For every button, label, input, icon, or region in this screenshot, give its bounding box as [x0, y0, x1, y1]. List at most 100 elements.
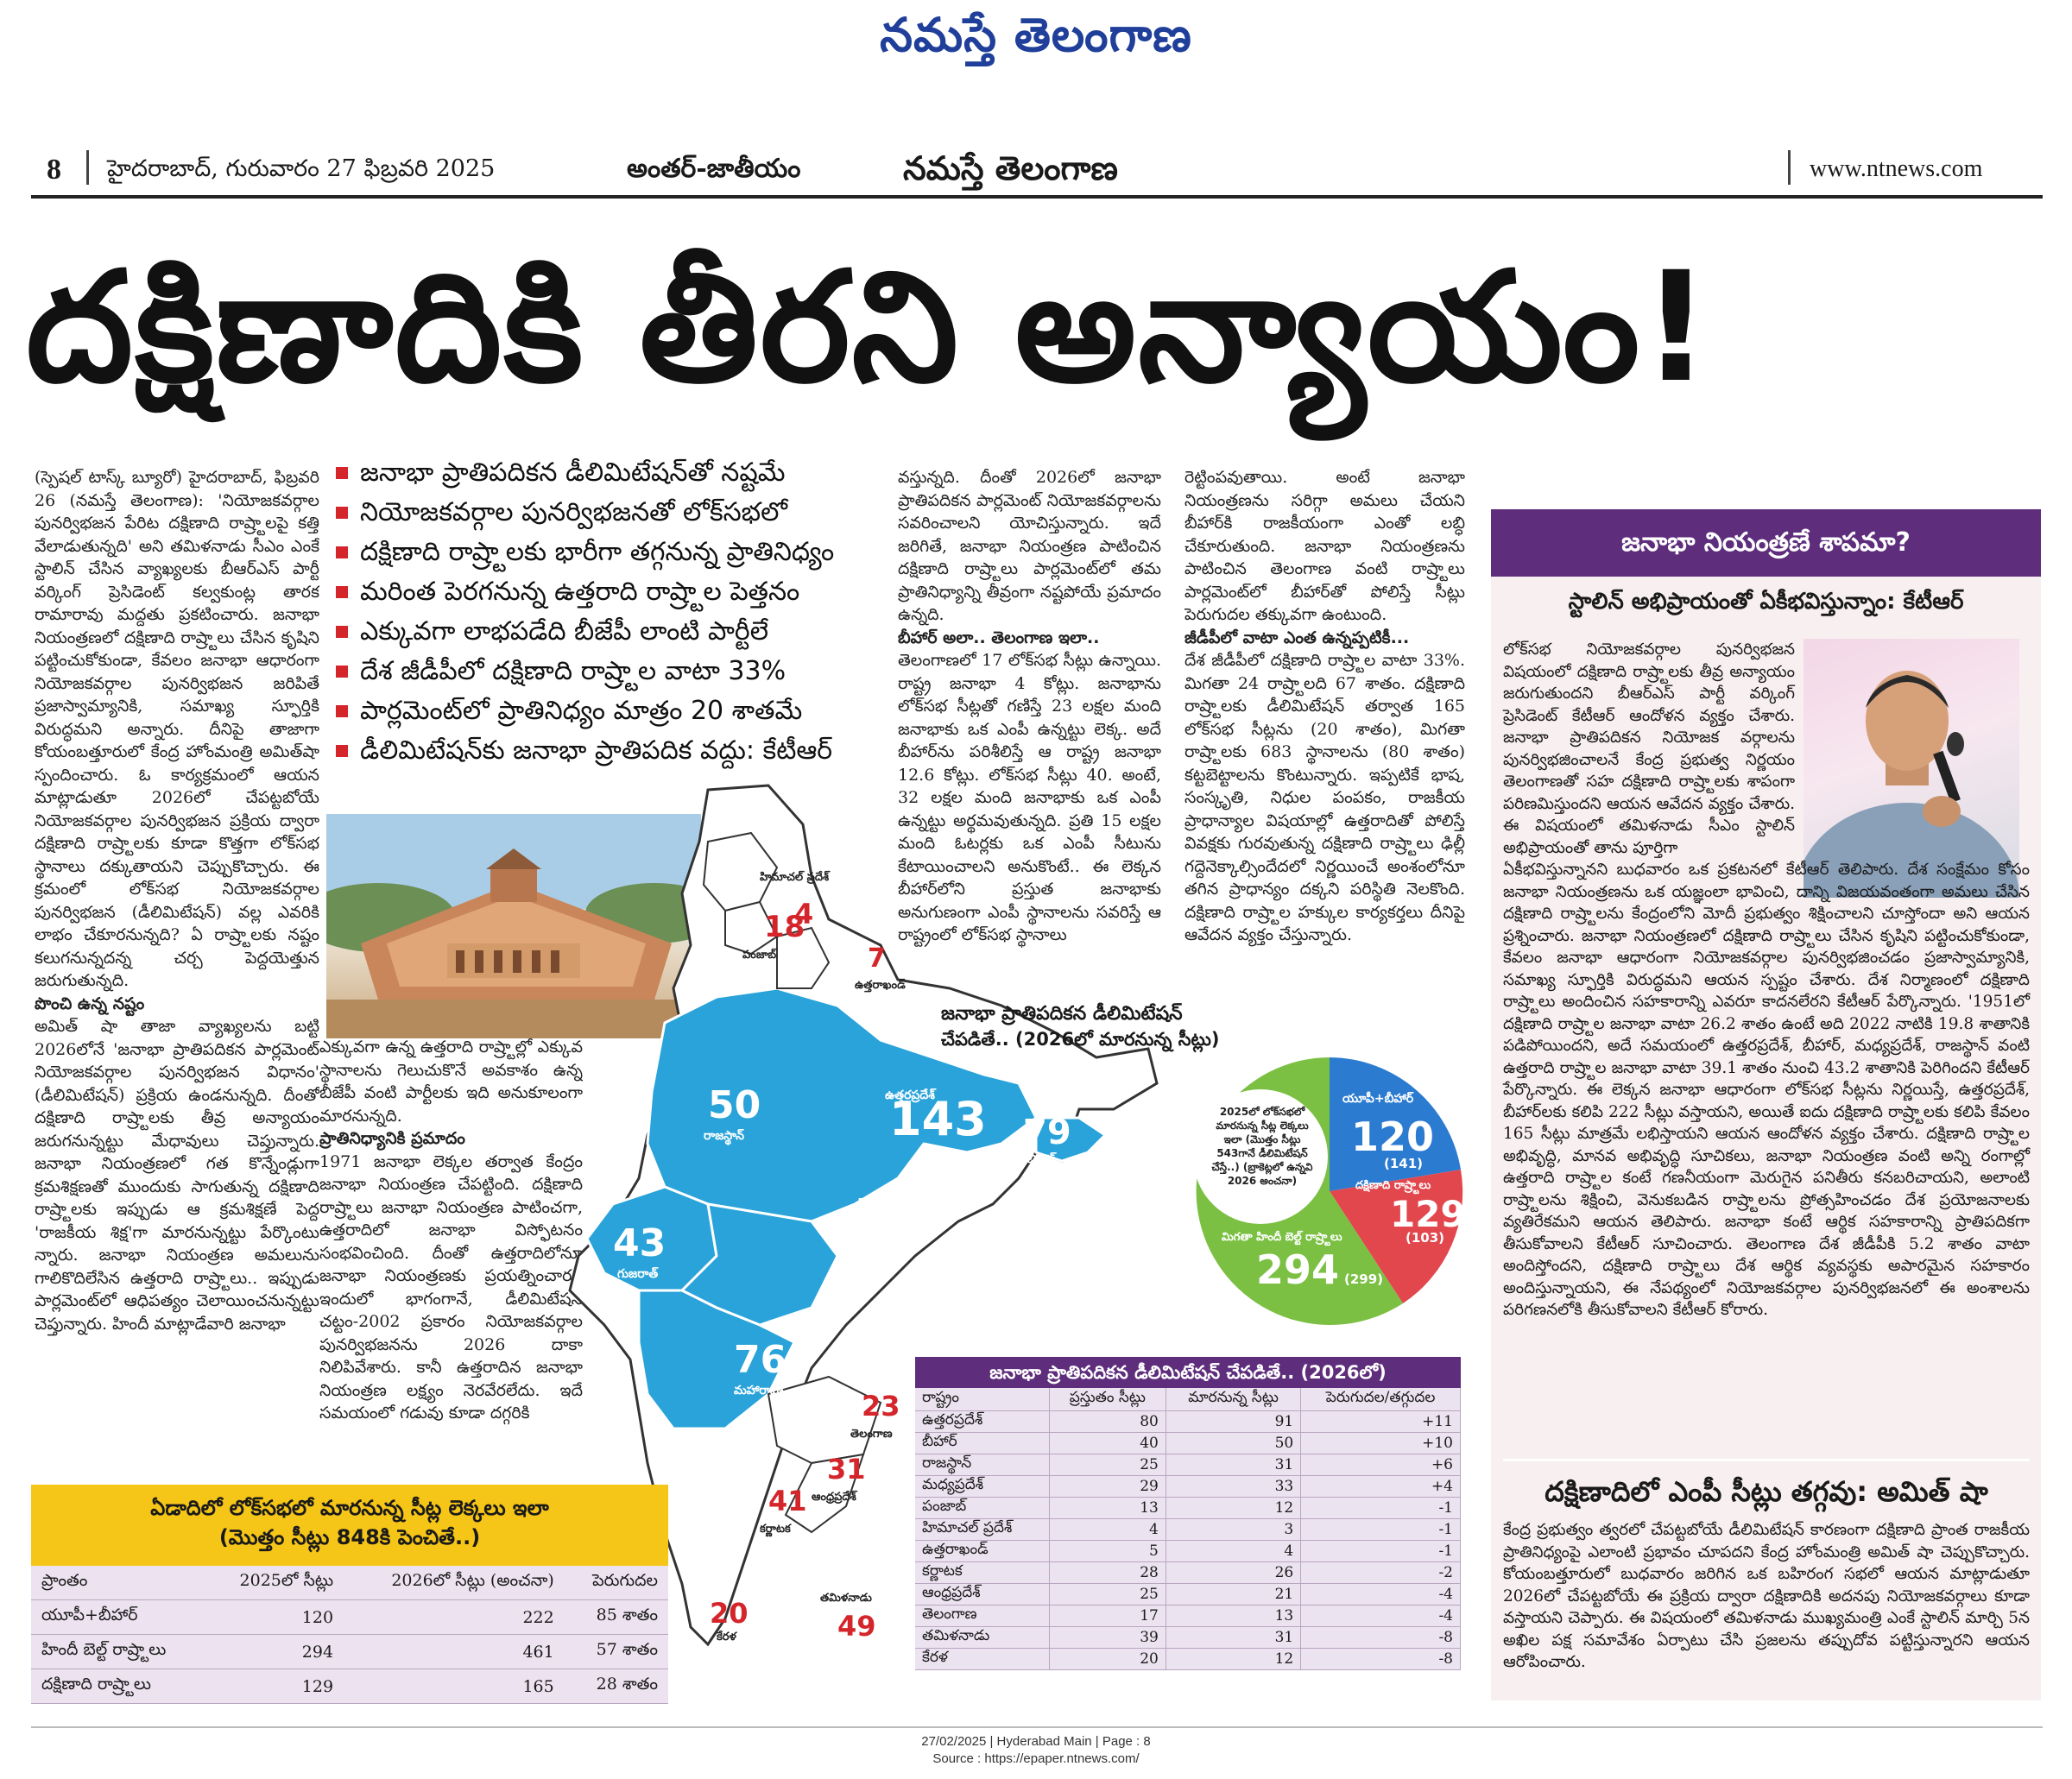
sidebar-band-title: జనాభా నియంత్రణే శాపమా? [1491, 509, 2041, 577]
table-cell: -1 [1300, 1497, 1461, 1519]
table-header-row: రాష్ట్రం ప్రస్తుతం సీట్లు మారనున్న సీట్ల… [915, 1388, 1461, 1411]
table-cell: 31 [1166, 1626, 1302, 1649]
highlight-item: దక్షిణాది రాష్ర్టాలకు భారీగా తగ్గనున్న ప… [332, 533, 876, 572]
highlight-item: జనాభా ప్రాతిపదికన డీలిమిటేషన్‌తో నష్టమే [332, 453, 876, 493]
sidebar-paragraph: ఏకీభవిస్తున్నానని బుధవారం ఒక ప్రకటనలో కే… [1503, 861, 2030, 1319]
table-cell: -8 [1300, 1648, 1461, 1670]
map-number: 79 [1023, 1113, 1071, 1152]
map-number: 76 [734, 1338, 786, 1382]
donut-projected: (299) [1344, 1271, 1383, 1287]
donut-value: 294 [1256, 1246, 1339, 1293]
table-cell: ఆంధ్రప్రదేశ్ [915, 1583, 1050, 1606]
speaker-illustration [1804, 671, 2019, 898]
article-subhead: బీహార్ అలా.. తెలంగాణ ఇలా.. [898, 628, 1100, 647]
map-state-label: కేరళ [716, 1630, 737, 1643]
table-cell: 3 [1166, 1518, 1302, 1541]
article-text: దేశ జీడీపీలో దక్షిణాది రాష్ర్టాల వాటా 33… [1184, 651, 1465, 944]
map-number: 18 [764, 910, 805, 944]
data-table: ప్రాంతం 2025లో సీట్లు 2026లో సీట్లు (అంచ… [31, 1566, 668, 1704]
table-cell: పంజాబ్ [915, 1497, 1050, 1519]
table-cell: -4 [1300, 1583, 1461, 1606]
table-cell: 13 [1049, 1497, 1166, 1519]
table-row: కేరళ 20 12 -8 [915, 1648, 1461, 1670]
map-state-label: కర్ణాటక [759, 1523, 792, 1537]
table-cell: 4 [1049, 1518, 1166, 1541]
donut-projected: (103) [1406, 1230, 1444, 1246]
table-row: మధ్యప్రదేశ్ 29 33 +4 [915, 1475, 1461, 1498]
table-cell: 28 [1049, 1561, 1166, 1584]
map-state-label: మహారాష్ట్ర [734, 1384, 784, 1400]
article-text: అమిత్ షా తాజా వ్యాఖ్యలను బట్టి 2026లోనే … [35, 1017, 319, 1334]
donut-label: యూపీ+బీహార్ [1342, 1091, 1414, 1106]
table-cell: -1 [1300, 1540, 1461, 1562]
column-header: ప్రాంతం [31, 1566, 206, 1600]
map-state-label: గుజరాత్ [617, 1266, 659, 1281]
table-row: రాజస్థాన్ 25 31 +6 [915, 1454, 1461, 1476]
sidebar-subhead-2: దక్షిణాదిలో ఎంపీ సీట్లు తగ్గవు: అమిత్ షా [1503, 1459, 2030, 1515]
table-cell: 29 [1049, 1475, 1166, 1498]
table-row: హిందీ బెల్ట్ రాష్ర్టాలు 294 461 57 శాతం [31, 1634, 668, 1669]
table-cell: 39 [1049, 1626, 1166, 1649]
table-cell: యూపీ+బీహార్ [31, 1599, 206, 1635]
table-cell: 165 [344, 1669, 565, 1704]
article-column-4: రెట్టింపవుతాయి. అంటే జనాభా నియంత్రణను సర… [1184, 466, 1465, 993]
data-table: రాష్ట్రం ప్రస్తుతం సీట్లు మారనున్న సీట్ల… [915, 1388, 1461, 1670]
column-header: మారనున్న సీట్లు [1166, 1388, 1302, 1411]
donut-label: మిగతా హిందీ బెల్ట్ రాష్ర్టాలు [1222, 1230, 1342, 1246]
table-cell: -8 [1300, 1626, 1461, 1649]
donut-value: 120 [1351, 1113, 1434, 1160]
article-column-1: (స్పెషల్ టాస్క్ బ్యూరో) హైదరాబాద్, ఫిబ్ర… [35, 466, 319, 1398]
india-map: 18 పంజాబ్ 4 హిమాచల్ ప్రదేశ్ 7 ఉత్తరాఖండ్… [553, 773, 1174, 1722]
sidebar-subhead: స్టాలిన్ అభిప్రాయంతో ఏకీభవిస్తున్నాం: కే… [1568, 589, 1964, 615]
table-cell: మధ్యప్రదేశ్ [915, 1475, 1050, 1498]
table-cell: 28 శాతం [564, 1669, 668, 1704]
table-cell: -2 [1300, 1561, 1461, 1584]
ktr-photo [1804, 639, 2019, 898]
table-cell: +10 [1300, 1432, 1461, 1454]
table-cell: +6 [1300, 1454, 1461, 1476]
table-cell: 17 [1049, 1605, 1166, 1627]
donut-projected: (141) [1384, 1156, 1423, 1171]
column-header: పెరుగుదల [564, 1566, 668, 1600]
folio-divider [1788, 150, 1791, 185]
highlights-list: జనాభా ప్రాతిపదికన డీలిమిటేషన్‌తో నష్టమే … [332, 453, 876, 771]
table-cell: -4 [1300, 1605, 1461, 1627]
table-row: కర్ణాటక 28 26 -2 [915, 1561, 1461, 1584]
column-header: ప్రస్తుతం సీట్లు [1049, 1388, 1166, 1411]
table-cell: 12 [1166, 1497, 1302, 1519]
donut-value: 129 [1390, 1193, 1463, 1235]
table-cell: 21 [1166, 1583, 1302, 1606]
table-title: జనాభా ప్రాతిపదికన డీలిమిటేషన్ చేపడితే.. … [915, 1357, 1461, 1388]
article-subhead: పొంచి ఉన్న నష్టం [35, 994, 145, 1013]
table-row: యూపీ+బీహార్ 120 222 85 శాతం [31, 1599, 668, 1635]
article-subhead: ప్రాతినిధ్యానికి ప్రమాదం [319, 1129, 465, 1148]
sidebar-body-2: కేంద్ర ప్రభుత్వం త్వరలో చేపట్టబోయే డీలిమ… [1503, 1521, 2030, 1671]
article-column-3: వస్తున్నది. దీంతో 2026లో జనాభా ప్రాతిపది… [898, 466, 1161, 967]
map-state-label: ఉత్తరాఖండ్ [855, 978, 906, 993]
table-cell: 85 శాతం [564, 1599, 668, 1635]
table-cell: ఉత్తరాఖండ్ [915, 1540, 1050, 1562]
donut-center [1193, 1089, 1328, 1224]
donut-svg: యూపీ+బీహార్ 120 (141) దక్షిణాది రాష్ర్టా… [1193, 1057, 1466, 1325]
table-row: ఉత్తరప్రదేశ్ 80 91 +11 [915, 1410, 1461, 1433]
highlight-item: నియోజకవర్గాల పునర్విభజనతో లోక్‌సభలో [332, 493, 876, 533]
map-state-label: బీహార్ [1027, 1151, 1057, 1166]
highlight-item: డీలిమిటేషన్‌కు జనాభా ప్రాతిపదిక వద్దు: క… [332, 731, 876, 771]
seat-projection-table: ఏడాదిలో లోక్‌సభలో మారనున్న సీట్ల లెక్కలు… [31, 1485, 668, 1704]
table-cell: 461 [344, 1634, 565, 1669]
map-state-label: తమిళనాడు [820, 1592, 872, 1605]
sidebar-paragraph: లోక్‌సభ నియోజకవర్గాల పునర్విభజన విషయంలో … [1503, 640, 1795, 857]
article-column-2: ఎక్కువగా ఉన్న ఉత్తరాది రాష్ర్టాల్లో ఎక్క… [319, 1036, 583, 1459]
table-row: ఆంధ్రప్రదేశ్ 25 21 -4 [915, 1583, 1461, 1606]
map-state-label: ఆంధ్రప్రదేశ్ [812, 1490, 858, 1504]
article-text: 1971 జనాభా లెక్కల తర్వాత కేంద్రం జనాభా న… [319, 1151, 583, 1423]
map-state-label: పంజాబ్ [742, 948, 777, 962]
article-subhead: జీడీపీలో వాటా ఎంత ఉన్నప్పటికీ... [1184, 628, 1410, 647]
folio-bar: 8 హైదరాబాద్, గురువారం 27 ఫిబ్రవరి 2025 అ… [31, 145, 2043, 199]
map-number: 143 [889, 1092, 987, 1146]
table-row: పంజాబ్ 13 12 -1 [915, 1497, 1461, 1519]
india-map-svg: 18 పంజాబ్ 4 హిమాచల్ ప్రదేశ్ 7 ఉత్తరాఖండ్… [568, 784, 1159, 1647]
table-cell: +4 [1300, 1475, 1461, 1498]
table-row: తెలంగాణ 17 13 -4 [915, 1605, 1461, 1627]
site-url: www.ntnews.com [1810, 155, 1983, 182]
